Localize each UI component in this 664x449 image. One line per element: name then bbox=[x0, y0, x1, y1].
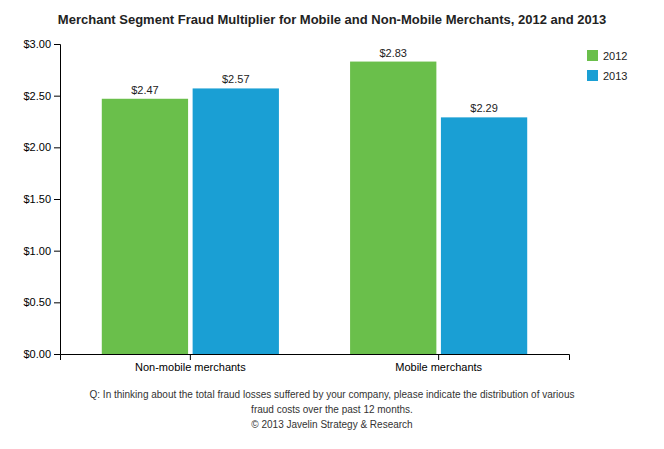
data-label: $2.57 bbox=[222, 73, 250, 85]
data-label: $2.83 bbox=[379, 47, 407, 59]
y-tick-mark bbox=[54, 354, 60, 355]
legend-item: 2012 bbox=[587, 50, 627, 62]
bar bbox=[193, 88, 279, 354]
y-tick-mark bbox=[54, 302, 60, 303]
x-axis-line bbox=[61, 355, 570, 361]
y-tick-label: $1.50 bbox=[23, 193, 51, 205]
x-tick-label: Non-mobile merchants bbox=[135, 361, 246, 373]
y-tick-mark bbox=[54, 44, 60, 45]
x-tick-label: Mobile merchants bbox=[395, 361, 482, 373]
y-tick: $1.50 bbox=[23, 193, 60, 205]
y-tick: $2.00 bbox=[23, 141, 60, 153]
legend-item: 2013 bbox=[587, 70, 627, 82]
x-tick: Non-mobile merchants bbox=[135, 354, 246, 373]
y-tick-mark bbox=[54, 199, 60, 200]
plot: $0.00 $0.50 $1.00 $1.50 $2.00 $2.50 $3.00 Non-m… bbox=[23, 38, 627, 373]
footnote: Q: In thinking about the total fraud los… bbox=[90, 389, 575, 400]
y-axis-line bbox=[54, 45, 61, 355]
y-tick: $0.50 bbox=[23, 296, 60, 308]
y-tick-mark bbox=[54, 96, 60, 97]
x-tick-mark bbox=[438, 354, 439, 360]
y-tick: $3.00 bbox=[23, 38, 60, 50]
y-tick: $1.00 bbox=[23, 245, 60, 257]
y-tick-label: $0.00 bbox=[23, 348, 51, 360]
data-label: $2.29 bbox=[470, 102, 498, 114]
legend: 2012 2013 bbox=[587, 50, 627, 82]
title: Merchant Segment Fraud Multiplier for Mo… bbox=[58, 12, 606, 27]
y-axis: $0.00 $0.50 $1.00 $1.50 $2.00 $2.50 $3.00 bbox=[23, 38, 60, 360]
x-tick: Mobile merchants bbox=[395, 354, 482, 373]
y-tick-label: $2.50 bbox=[23, 90, 51, 102]
bar bbox=[350, 62, 436, 354]
x-tick-mark bbox=[190, 354, 191, 360]
y-tick-label: $1.00 bbox=[23, 245, 51, 257]
data-labels: $2.47 $2.83 $2.57 $2.29 bbox=[131, 47, 498, 115]
bar bbox=[102, 99, 188, 354]
y-tick: $0.00 bbox=[23, 348, 60, 360]
x-axis: Non-mobile merchants Mobile merchants bbox=[61, 354, 570, 373]
legend-swatch bbox=[587, 50, 598, 61]
y-tick-label: $3.00 bbox=[23, 38, 51, 50]
legend-label: 2013 bbox=[603, 70, 627, 82]
legend-swatch bbox=[587, 70, 598, 81]
legend-label: 2012 bbox=[603, 50, 627, 62]
y-tick-label: $2.00 bbox=[23, 141, 51, 153]
chart: Merchant Segment Fraud Multiplier for Mo… bbox=[0, 0, 664, 449]
y-tick: $2.50 bbox=[23, 90, 60, 102]
y-tick-label: $0.50 bbox=[23, 296, 51, 308]
y-tick-mark bbox=[54, 251, 60, 252]
data-label: $2.47 bbox=[131, 84, 159, 96]
footnote: © 2013 Javelin Strategy & Research bbox=[251, 419, 412, 430]
footnote: fraud costs over the past 12 months. bbox=[251, 404, 413, 415]
bars bbox=[102, 62, 527, 354]
bar bbox=[441, 117, 527, 354]
y-tick-mark bbox=[54, 147, 60, 148]
